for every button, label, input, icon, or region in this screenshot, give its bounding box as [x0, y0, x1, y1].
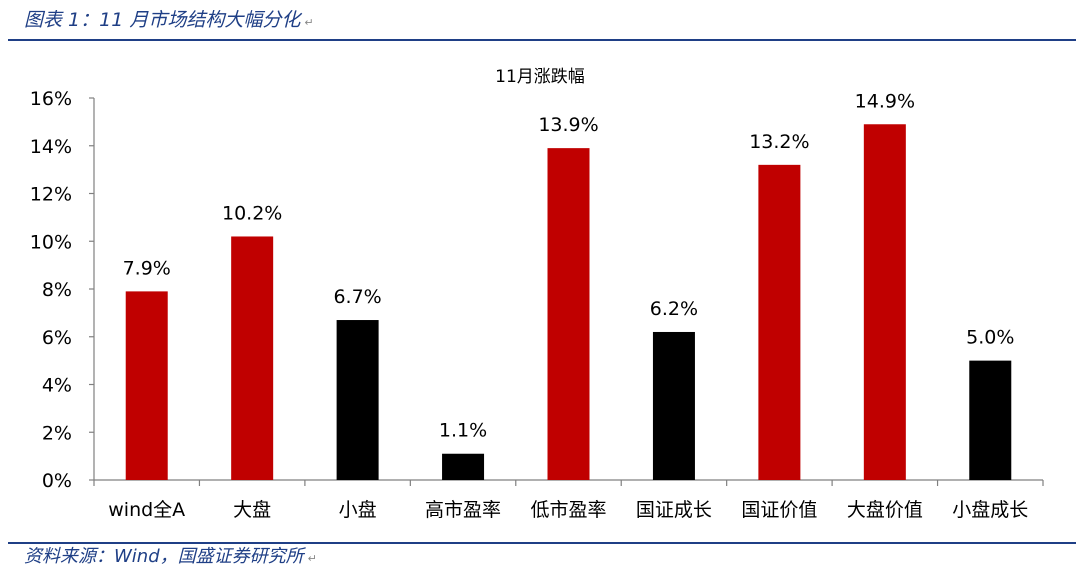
x-category-label: 高市盈率: [425, 499, 501, 521]
top-rule: [8, 39, 1076, 41]
data-label: 6.2%: [650, 298, 698, 320]
bottom-rule: [8, 542, 1076, 544]
bar: [336, 320, 379, 480]
bar: [652, 331, 695, 480]
bar: [863, 124, 906, 480]
bar: [231, 236, 274, 480]
y-tick-label: 0%: [42, 470, 72, 492]
data-label: 13.2%: [749, 131, 809, 153]
data-label: 6.7%: [333, 286, 381, 308]
y-tick-label: 14%: [30, 136, 72, 158]
data-label: 5.0%: [966, 327, 1014, 349]
y-tick-label: 4%: [42, 375, 72, 397]
chart-title: 11月涨跌幅: [495, 67, 585, 87]
x-category-label: 小盘成长: [952, 499, 1028, 521]
x-category-label: 大盘价值: [847, 499, 923, 521]
y-tick-label: 10%: [30, 231, 72, 253]
bar: [125, 291, 168, 480]
x-category-label: 国证成长: [636, 499, 712, 521]
source-note: 资料来源：Wind，国盛证券研究所 ↵: [24, 545, 317, 569]
data-label: 7.9%: [123, 257, 171, 279]
bar-chart: 11月涨跌幅 7.9% 10.2% 6.7% 1.1% 13.9% 6.2% 13.2% 14…: [30, 67, 1044, 521]
x-category-label: wind全A: [108, 499, 185, 521]
bar: [758, 164, 801, 480]
data-label: 10.2%: [222, 202, 282, 224]
figure-caption-text: 图表 1：11 月市场结构大幅分化: [24, 9, 301, 31]
data-label: 13.9%: [538, 114, 598, 136]
y-tick-label: 8%: [42, 279, 72, 301]
paragraph-mark-icon: ↵: [304, 16, 314, 29]
y-tick-label: 16%: [30, 88, 72, 110]
figure-caption: 图表 1：11 月市场结构大幅分化 ↵: [24, 6, 314, 34]
data-label: 14.9%: [855, 90, 915, 112]
x-category-label: 低市盈率: [530, 499, 606, 521]
bar: [547, 148, 590, 480]
x-category-label: 大盘: [233, 499, 271, 521]
x-category-label: 小盘: [339, 499, 377, 521]
bar: [969, 360, 1012, 480]
bars: [125, 124, 1012, 480]
paragraph-mark-icon: ↵: [307, 552, 317, 565]
y-tick-label: 12%: [30, 184, 72, 206]
data-labels: 7.9% 10.2% 6.7% 1.1% 13.9% 6.2% 13.2% 14.9% 5.0%: [123, 90, 1015, 441]
x-category-label: 国证价值: [741, 499, 817, 521]
source-note-text: 资料来源：Wind，国盛证券研究所: [24, 546, 304, 567]
y-tick-label: 2%: [42, 422, 72, 444]
data-label: 1.1%: [439, 420, 487, 442]
y-tick-label: 6%: [42, 327, 72, 349]
bar: [442, 453, 485, 480]
tick-labels: 0% 2% 4% 6% 8% 10% 12% 14% 16% wind全A 大盘 小盘 高市盈率 低市盈率…: [30, 88, 1029, 521]
